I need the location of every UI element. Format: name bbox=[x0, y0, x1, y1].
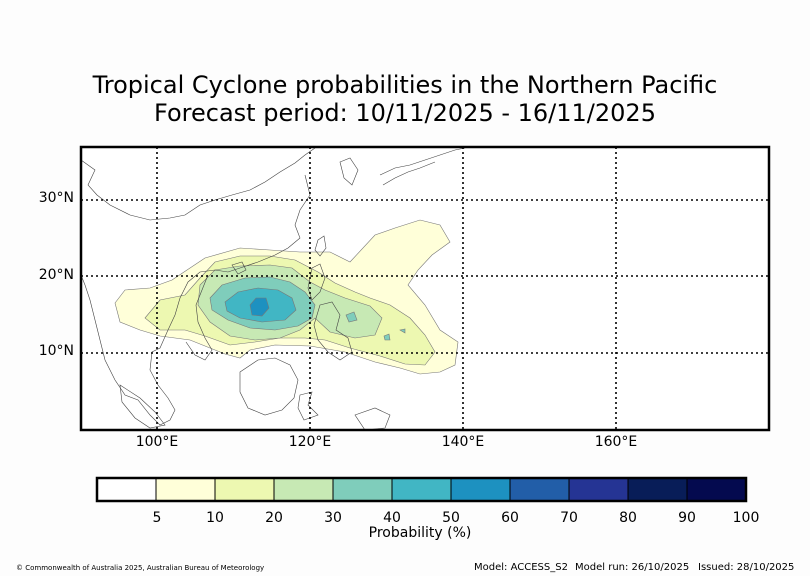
map-frame bbox=[79, 145, 771, 432]
colorbar-tick-label: 100 bbox=[732, 510, 760, 526]
coast-new-guinea bbox=[354, 407, 391, 431]
coast-taiwan bbox=[314, 235, 327, 257]
coast-hainan bbox=[231, 261, 247, 275]
colorbar-title: Probability (%) bbox=[368, 525, 472, 541]
coast-japan bbox=[379, 147, 466, 186]
map-title-line1: Tropical Cyclone probabilities in the No… bbox=[92, 71, 718, 99]
lon-label-100: 100°E bbox=[135, 434, 179, 450]
colorbar-frame bbox=[95, 476, 748, 503]
colorbar-swatch bbox=[214, 477, 275, 502]
coastlines bbox=[80, 147, 466, 431]
colorbar-tick-label: 70 bbox=[560, 510, 578, 526]
lat-label-10: 10°N bbox=[38, 343, 74, 359]
colorbar-swatch bbox=[450, 477, 511, 502]
colorbar bbox=[95, 476, 748, 503]
colorbar-tick-label: 10 bbox=[206, 510, 224, 526]
lat-label-20: 20°N bbox=[38, 267, 74, 283]
colorbar-tick-label: 80 bbox=[619, 510, 637, 526]
colorbar-swatch bbox=[96, 477, 157, 502]
colorbar-swatch bbox=[509, 477, 570, 502]
model-run-date: Model run: 26/10/2025 bbox=[575, 562, 690, 573]
contour-small-1 bbox=[345, 311, 358, 323]
colorbar-swatch bbox=[391, 477, 452, 502]
colorbar-swatch bbox=[568, 477, 629, 502]
colorbar-tick-label: 90 bbox=[678, 510, 696, 526]
contour-small-2 bbox=[383, 333, 391, 341]
colorbar-tick-label: 30 bbox=[324, 510, 342, 526]
coast-philippines-south bbox=[313, 301, 353, 361]
copyright-text: © Commonwealth of Australia 2025, Austra… bbox=[16, 564, 265, 572]
coast-korea bbox=[339, 157, 359, 186]
probability-contours bbox=[114, 219, 459, 375]
colorbar-tick-label: 5 bbox=[152, 510, 162, 526]
issued-date: Issued: 28/10/2025 bbox=[698, 562, 795, 573]
model-name: Model: ACCESS_S2 bbox=[474, 562, 568, 573]
lon-label-120: 120°E bbox=[288, 434, 332, 450]
colorbar-swatch bbox=[332, 477, 393, 502]
coast-borneo bbox=[239, 357, 299, 416]
coast-asia-mainland bbox=[80, 147, 316, 426]
lat-label-30: 30°N bbox=[38, 190, 74, 206]
lon-label-140: 140°E bbox=[441, 434, 485, 450]
colorbar-tick-label: 50 bbox=[442, 510, 460, 526]
colorbar-swatch bbox=[686, 477, 747, 502]
colorbar-tick-label: 40 bbox=[383, 510, 401, 526]
coast-sumatra bbox=[119, 384, 166, 429]
coast-philippines-luzon bbox=[307, 263, 326, 301]
contour-50-60 bbox=[249, 297, 270, 317]
colorbar-swatch bbox=[155, 477, 216, 502]
gridlines bbox=[81, 147, 769, 430]
contour-small-3 bbox=[399, 328, 406, 334]
lon-label-160: 160°E bbox=[594, 434, 638, 450]
map-title-line2: Forecast period: 10/11/2025 - 16/11/2025 bbox=[154, 99, 656, 127]
colorbar-tick-label: 20 bbox=[265, 510, 283, 526]
coast-sulawesi bbox=[297, 391, 319, 421]
colorbar-tick-label: 60 bbox=[501, 510, 519, 526]
colorbar-swatch bbox=[627, 477, 688, 502]
coast-vietnam bbox=[185, 274, 213, 361]
colorbar-swatch bbox=[273, 477, 334, 502]
